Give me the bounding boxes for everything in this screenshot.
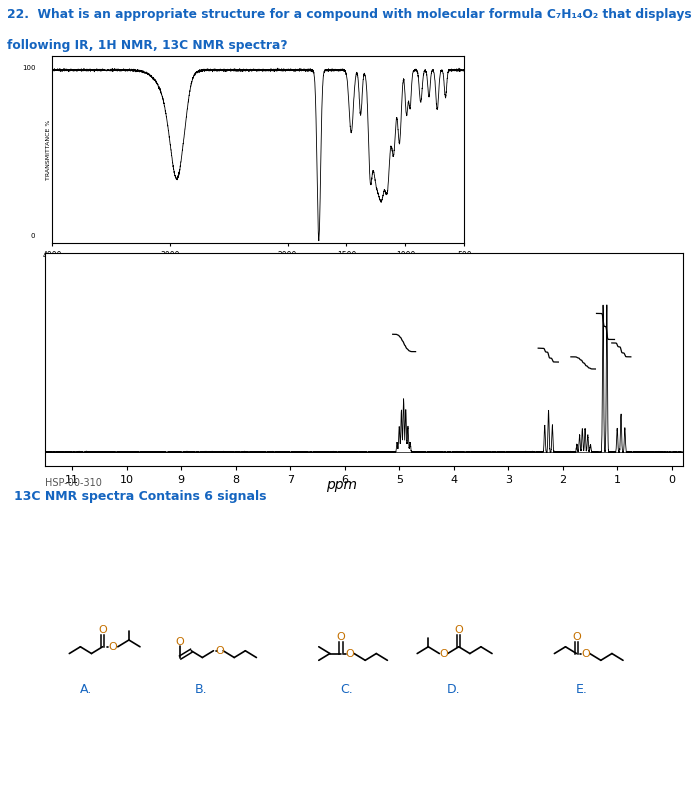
- Text: B.: B.: [195, 683, 207, 696]
- Text: 13C NMR spectra Contains 6 signals: 13C NMR spectra Contains 6 signals: [14, 490, 266, 503]
- Text: O: O: [176, 637, 184, 646]
- Text: following IR, 1H NMR, 13C NMR spectra?: following IR, 1H NMR, 13C NMR spectra?: [7, 39, 288, 52]
- Text: O: O: [346, 649, 354, 658]
- Text: 0: 0: [31, 234, 35, 239]
- Text: O: O: [108, 642, 116, 652]
- Text: A.: A.: [80, 683, 92, 696]
- X-axis label: WAVENUMBER (cm⁻¹): WAVENUMBER (cm⁻¹): [220, 261, 296, 269]
- Text: ppm: ppm: [326, 478, 357, 493]
- Text: C.: C.: [340, 683, 353, 696]
- Text: D.: D.: [447, 683, 461, 696]
- Text: E.: E.: [576, 683, 588, 696]
- Y-axis label: TRANSMITTANCE %: TRANSMITTANCE %: [46, 120, 51, 179]
- Text: HSP-00-310: HSP-00-310: [45, 478, 102, 489]
- Text: O: O: [455, 625, 463, 635]
- Text: 100: 100: [22, 65, 35, 71]
- Text: O: O: [216, 646, 224, 656]
- Text: O: O: [337, 632, 345, 642]
- Text: 22.  What is an appropriate structure for a compound with molecular formula C₇H₁: 22. What is an appropriate structure for…: [7, 8, 693, 21]
- Text: O: O: [98, 625, 107, 635]
- Text: O: O: [581, 649, 590, 658]
- Text: O: O: [439, 649, 448, 658]
- Text: O: O: [572, 632, 581, 642]
